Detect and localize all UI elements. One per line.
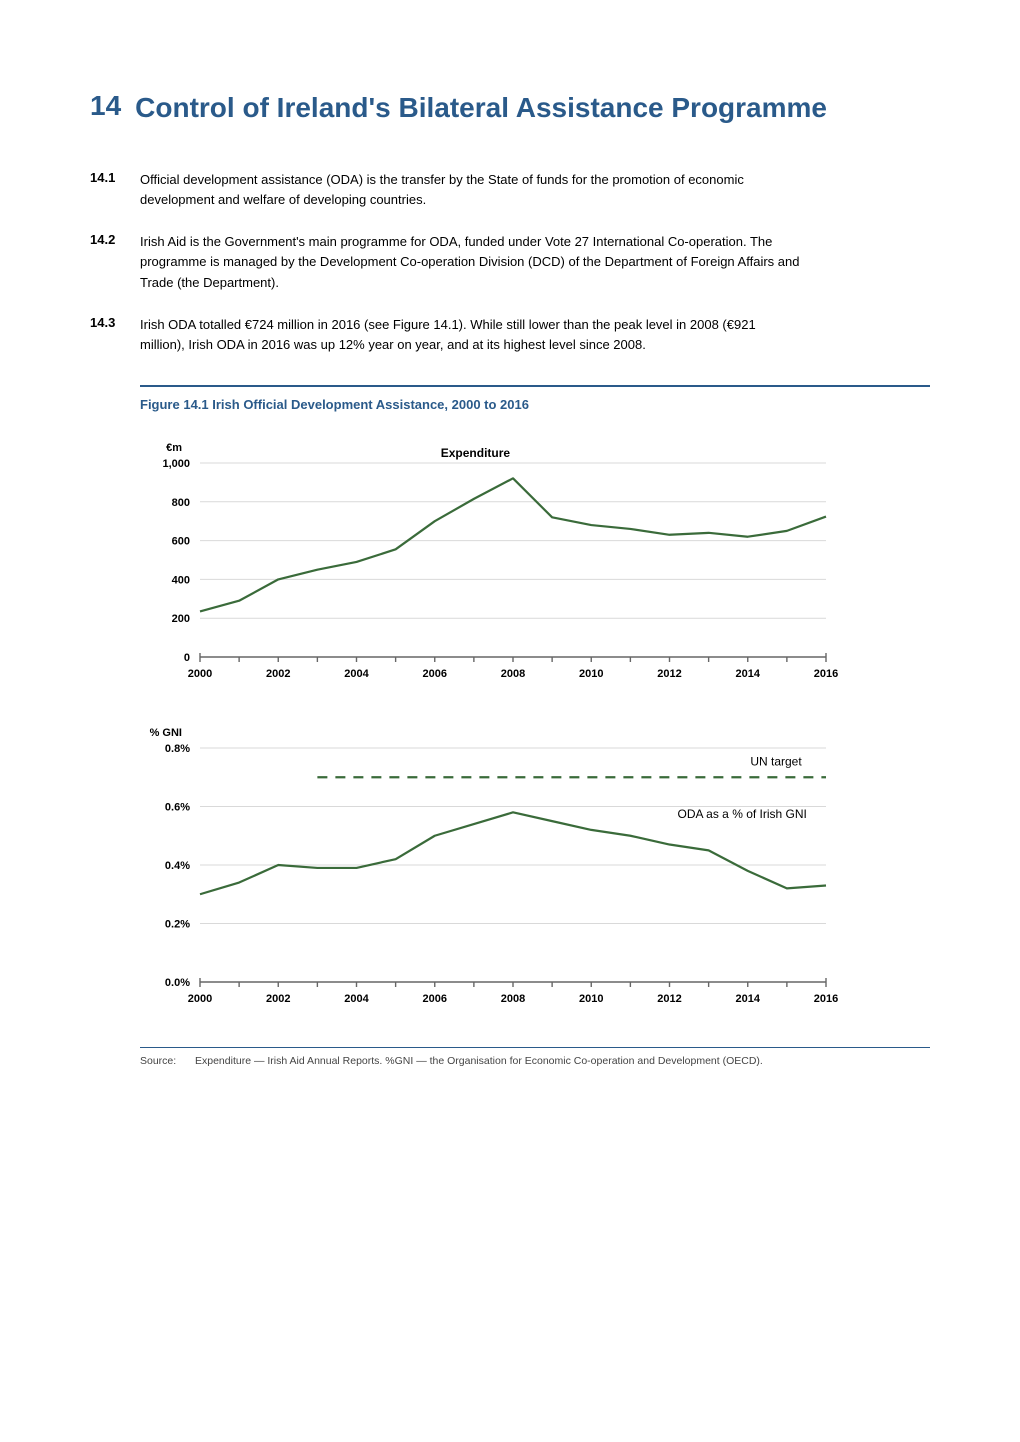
svg-text:200: 200: [172, 613, 190, 625]
svg-text:% GNI: % GNI: [150, 727, 182, 739]
svg-text:0.2%: 0.2%: [165, 918, 190, 930]
chart-gni: 0.0% 0.2% 0.4% 0.6% 0.8% % GNI 2000 2002 2004 200…: [140, 722, 930, 1017]
svg-text:800: 800: [172, 497, 190, 509]
figure-title: Figure 14.1 Irish Official Development A…: [140, 397, 930, 412]
title-text: Control of Ireland's Bilateral Assistanc…: [135, 90, 827, 125]
svg-text:2002: 2002: [266, 668, 290, 680]
svg-text:Expenditure: Expenditure: [441, 446, 511, 460]
source-label: Source:: [140, 1054, 195, 1069]
svg-text:2006: 2006: [423, 993, 447, 1005]
paragraph-text: Official development assistance (ODA) is…: [140, 170, 800, 210]
paragraph-number: 14.2: [90, 232, 140, 292]
svg-text:UN target: UN target: [750, 754, 802, 768]
svg-text:2000: 2000: [188, 668, 212, 680]
svg-text:2004: 2004: [344, 993, 369, 1005]
svg-text:2014: 2014: [736, 993, 761, 1005]
title-number: 14: [90, 90, 121, 122]
figure-source: Source: Expenditure — Irish Aid Annual R…: [140, 1054, 930, 1069]
svg-text:2016: 2016: [814, 993, 838, 1005]
svg-text:0.6%: 0.6%: [165, 801, 190, 813]
paragraph-number: 14.3: [90, 315, 140, 355]
paragraph: 14.3Irish ODA totalled €724 million in 2…: [90, 315, 930, 355]
svg-text:0.8%: 0.8%: [165, 743, 190, 755]
svg-text:2002: 2002: [266, 993, 290, 1005]
svg-text:2010: 2010: [579, 993, 603, 1005]
paragraph-text: Irish ODA totalled €724 million in 2016 …: [140, 315, 800, 355]
figure-14-1: Figure 14.1 Irish Official Development A…: [140, 385, 930, 1069]
svg-text:600: 600: [172, 536, 190, 548]
paragraph: 14.1Official development assistance (ODA…: [90, 170, 930, 210]
paragraph-number: 14.1: [90, 170, 140, 210]
svg-text:€m: €m: [166, 442, 182, 454]
paragraph-text: Irish Aid is the Government's main progr…: [140, 232, 800, 292]
figure-top-rule: [140, 385, 930, 387]
svg-text:2016: 2016: [814, 668, 838, 680]
svg-text:400: 400: [172, 574, 190, 586]
svg-text:0.0%: 0.0%: [165, 977, 190, 989]
figure-bottom-rule: [140, 1047, 930, 1048]
svg-text:2014: 2014: [736, 668, 761, 680]
svg-text:2012: 2012: [657, 668, 681, 680]
svg-text:2006: 2006: [423, 668, 447, 680]
svg-text:0.4%: 0.4%: [165, 860, 190, 872]
chart-expenditure: 0 200 400 600 800 1,000 €m 2000 2002 2004 2006 2008…: [140, 437, 930, 692]
svg-text:ODA as a % of Irish GNI: ODA as a % of Irish GNI: [678, 807, 807, 821]
page-title: 14 Control of Ireland's Bilateral Assist…: [90, 90, 930, 125]
source-text: Expenditure — Irish Aid Annual Reports. …: [195, 1054, 930, 1069]
svg-text:2008: 2008: [501, 668, 525, 680]
paragraph: 14.2Irish Aid is the Government's main p…: [90, 232, 930, 292]
svg-text:2004: 2004: [344, 668, 369, 680]
svg-text:2000: 2000: [188, 993, 212, 1005]
svg-text:2008: 2008: [501, 993, 525, 1005]
svg-text:0: 0: [184, 652, 190, 664]
svg-text:2010: 2010: [579, 668, 603, 680]
svg-text:1,000: 1,000: [162, 458, 190, 470]
svg-text:2012: 2012: [657, 993, 681, 1005]
